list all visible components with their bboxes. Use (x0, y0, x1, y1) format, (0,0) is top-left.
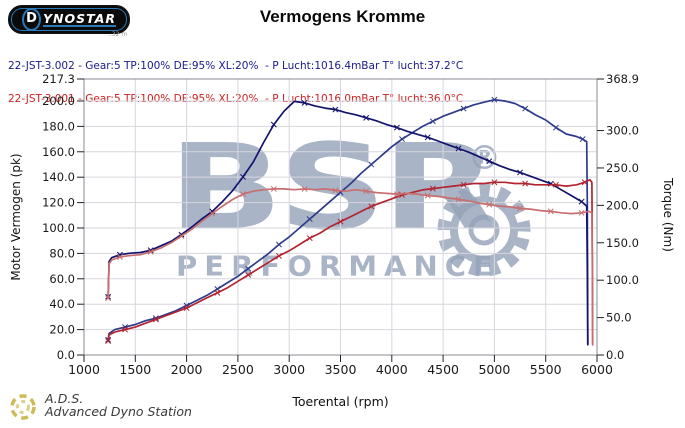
curve-power-22-JST-3.001 (107, 178, 594, 346)
legend-run-001: 22-JST-3.001 - Gear:5 TP:100% DE:95% XL:… (8, 93, 464, 105)
svg-text:2500: 2500 (222, 362, 254, 377)
svg-text:80.0: 80.0 (49, 246, 75, 260)
curve-torque-22-JST-3.001 (107, 188, 594, 346)
svg-text:1000: 1000 (68, 362, 100, 377)
svg-text:0.0: 0.0 (57, 348, 75, 362)
ads-abbreviation: A.D.S. (45, 391, 84, 406)
y-axis-left-title: Motor Vermogen (pk) (9, 153, 23, 281)
svg-text:60.0: 60.0 (49, 272, 75, 286)
run-legend: 22-JST-3.002 - Gear:5 TP:100% DE:95% XL:… (8, 39, 463, 127)
curve-torque-22-JST-3.002 (107, 100, 589, 346)
dynostar-logo-oval: D (22, 8, 41, 31)
dynostar-logo: D YNOSTAR (8, 5, 130, 34)
svg-text:4500: 4500 (427, 362, 459, 377)
svg-text:300.0: 300.0 (606, 124, 639, 138)
svg-text:140.0: 140.0 (42, 170, 75, 184)
svg-text:200.0: 200.0 (606, 198, 639, 212)
svg-text:3000: 3000 (273, 362, 305, 377)
svg-text:180.0: 180.0 (42, 119, 75, 133)
svg-text:2000: 2000 (171, 362, 203, 377)
svg-text:1500: 1500 (119, 362, 151, 377)
svg-text:120.0: 120.0 (42, 196, 75, 210)
page-title: Vermogens Kromme (259, 7, 426, 26)
svg-text:5000: 5000 (478, 362, 510, 377)
svg-text:200.0: 200.0 (42, 94, 75, 108)
svg-text:5500: 5500 (530, 362, 562, 377)
ads-swirl-icon (10, 394, 36, 420)
svg-text:100.0: 100.0 (606, 273, 639, 287)
svg-text:4000: 4000 (376, 362, 408, 377)
svg-text:50.0: 50.0 (606, 311, 632, 325)
y-axis-right-title: Torque (Nm) (661, 178, 675, 252)
svg-text:160.0: 160.0 (42, 145, 75, 159)
dynostar-logo-d: D (26, 11, 37, 26)
dynostar-logo-text: YNOSTAR (43, 10, 116, 28)
curve-power-22-JST-3.002 (107, 98, 589, 346)
svg-text:250.0: 250.0 (606, 161, 639, 175)
svg-text:217.3: 217.3 (42, 72, 75, 86)
svg-text:368.9: 368.9 (606, 72, 639, 86)
svg-text:6000: 6000 (581, 362, 613, 377)
svg-text:3500: 3500 (325, 362, 357, 377)
ads-full-name: Advanced Dyno Station (45, 404, 192, 419)
svg-text:40.0: 40.0 (49, 297, 75, 311)
ads-footer: A.D.S. Advanced Dyno Station (8, 392, 192, 422)
svg-text:0.0: 0.0 (606, 348, 624, 362)
dynostar-logo-subtext: ..32 m (108, 31, 128, 38)
x-axis-title: Toerental (rpm) (292, 394, 389, 409)
legend-run-002: 22-JST-3.002 - Gear:5 TP:100% DE:95% XL:… (8, 60, 464, 72)
svg-text:20.0: 20.0 (49, 323, 75, 337)
svg-text:100.0: 100.0 (42, 221, 75, 235)
svg-text:150.0: 150.0 (606, 236, 639, 250)
